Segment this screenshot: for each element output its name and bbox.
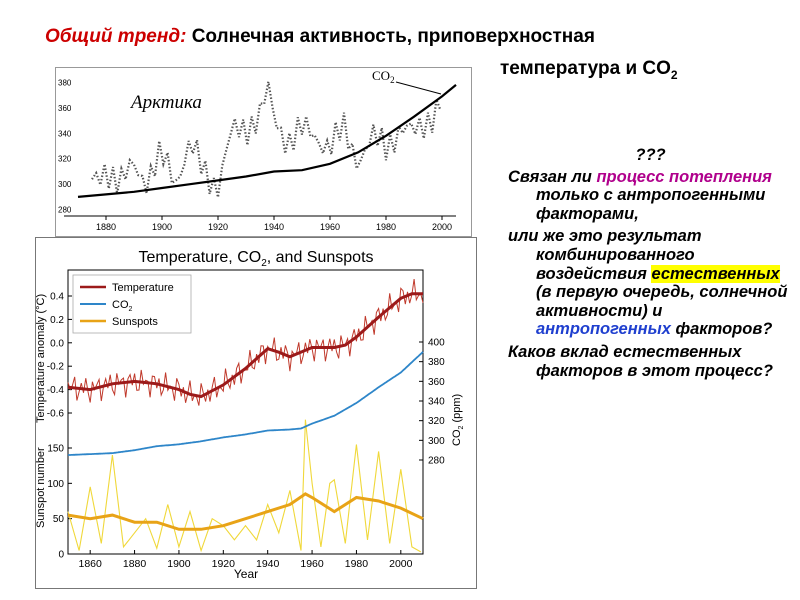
question-paragraph-2: или же это результат комбинированного во… <box>508 227 788 339</box>
plot-frame <box>67 269 424 555</box>
main-chart: Temperature, CO2, and Sunspots 1860 1880 1… <box>35 249 465 581</box>
temp-tick-label: -0.6 <box>47 409 65 420</box>
temp-tick-label: -0.2 <box>47 362 65 373</box>
arctic-x-tick-label: 1960 <box>320 222 340 232</box>
arctic-y-tick-label: 380 <box>58 78 72 87</box>
temperature-smoothed-line <box>67 292 423 399</box>
legend-temperature: Temperature <box>112 282 174 294</box>
temp-tick-label: 0.4 <box>50 292 64 303</box>
arctic-chart: 1880 1900 1920 1940 1960 1980 2000 280 300 320 340… <box>58 68 457 232</box>
co2-tick-label: 400 <box>428 338 445 349</box>
arctic-x-tick-label: 1920 <box>208 222 228 232</box>
x-tick-label: 2000 <box>389 558 413 570</box>
arctic-co2-line <box>77 84 457 198</box>
co2-tick-label: 340 <box>428 397 445 408</box>
title-line2-text: температура и CO <box>500 58 671 79</box>
arctic-co2-pointer <box>395 81 442 95</box>
arctic-y-tick-label: 360 <box>58 104 72 113</box>
temp-tick-label: 0.0 <box>50 338 64 349</box>
sunspot-tick-label: 0 <box>58 550 64 561</box>
arctic-x-tick-label: 1940 <box>264 222 284 232</box>
title-main: Солнечная активность, приповерхностная <box>191 26 595 47</box>
y-axis-label-temperature: Temperature anomaly (°C) <box>36 294 47 423</box>
arctic-chart-panel: 1880 1900 1920 1940 1960 1980 2000 280 300 320 340… <box>55 67 472 237</box>
question-paragraph-3: Каков вклад естественных факторов в этот… <box>508 342 773 380</box>
arctic-y-tick-label: 300 <box>58 180 72 189</box>
sunspot-tick-label: 100 <box>47 479 64 490</box>
arctic-x-tick-label: 1880 <box>96 222 116 232</box>
arctic-y-tick-label: 340 <box>58 129 72 138</box>
sunspot-tick-label: 150 <box>47 444 64 455</box>
temp-tick-label: 0.2 <box>50 315 64 326</box>
x-tick-label: 1900 <box>167 558 191 570</box>
co2-line <box>67 351 424 456</box>
arctic-y-tick-label: 320 <box>58 155 72 164</box>
arctic-x-tick-label: 1980 <box>376 222 396 232</box>
sunspot-tick-label: 50 <box>53 514 65 525</box>
legend-co2: CO2 <box>112 299 133 313</box>
question-marks: ??? <box>635 146 666 164</box>
question-paragraph-1: Связан ли процесс потепления только с ан… <box>508 167 772 223</box>
slide-title: Общий тренд: Солнечная активность, припо… <box>45 26 595 48</box>
co2-tick-label: 300 <box>428 436 445 447</box>
main-chart-title: Temperature, CO2, and Sunspots <box>138 249 373 269</box>
arctic-temperature-line <box>91 81 442 198</box>
arctic-y-tick-label: 280 <box>58 206 72 215</box>
highlight-anthropogenic: антропогенных <box>536 320 671 339</box>
arctic-x-tick-label: 1900 <box>152 222 172 232</box>
slide-title-line2: температура и CO2 <box>500 58 678 82</box>
co2-tick-label: 380 <box>428 357 445 368</box>
sunspots-smoothed-line <box>67 492 424 531</box>
x-tick-label: 1940 <box>256 558 280 570</box>
highlight-warming: процесс потепления <box>596 167 772 186</box>
arctic-label: Арктика <box>129 92 202 113</box>
question-text: ??? Связан ли процесс потепления только … <box>508 146 793 384</box>
main-chart-panel: Temperature, CO2, and Sunspots 1860 1880 1… <box>35 237 477 589</box>
title-line2-sub: 2 <box>670 67 678 82</box>
sunspots-yearly-line <box>67 419 422 553</box>
arctic-co2-label: CO2 <box>372 68 395 85</box>
arctic-x-tick-label: 2000 <box>432 222 452 232</box>
legend: Temperature CO2 Sunspots <box>72 274 192 334</box>
x-tick-label: 1860 <box>79 558 103 570</box>
y-axis-label-co2: CO2 (ppm) <box>451 394 465 446</box>
legend-sunspots: Sunspots <box>112 316 158 328</box>
co2-tick-label: 280 <box>428 456 445 467</box>
title-accent: Общий тренд: <box>45 26 187 47</box>
highlight-natural: естественных <box>651 264 780 283</box>
x-tick-label: 1920 <box>212 558 236 570</box>
x-axis-label: Year <box>234 567 258 581</box>
x-tick-label: 1880 <box>123 558 147 570</box>
x-tick-label: 1960 <box>300 558 324 570</box>
co2-tick-label: 360 <box>428 377 445 388</box>
x-tick-label: 1980 <box>345 558 369 570</box>
co2-tick-label: 320 <box>428 416 445 427</box>
temp-tick-label: -0.4 <box>47 385 65 396</box>
y-axis-label-sunspots: Sunspot number <box>36 447 47 528</box>
